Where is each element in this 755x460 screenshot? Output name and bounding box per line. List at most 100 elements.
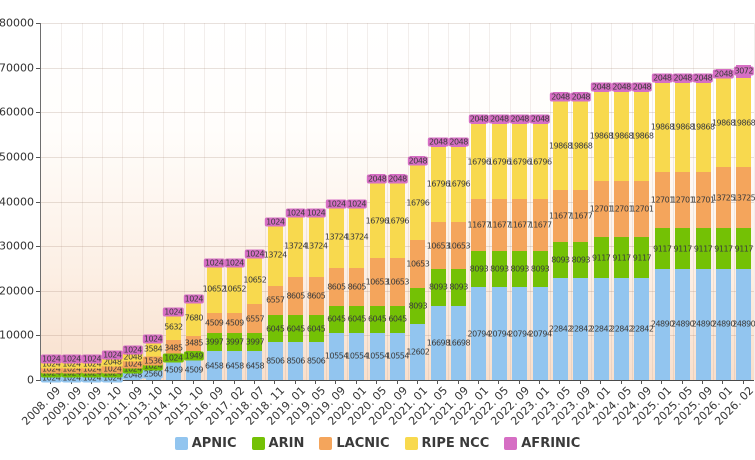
- x-axis-tick: [722, 380, 724, 384]
- bar-segment-arin: [206, 333, 222, 352]
- segment-value-label: 8605: [286, 291, 305, 301]
- segment-value-label: 2048: [428, 137, 449, 147]
- segment-value-label: 7680: [184, 313, 204, 323]
- vertical-gridline: [591, 23, 593, 380]
- segment-value-label: 3485: [164, 343, 183, 353]
- segment-value-label: 11677: [528, 220, 552, 230]
- vertical-gridline: [529, 23, 531, 380]
- vertical-gridline: [713, 23, 715, 380]
- y-axis-tick-label: 80000: [0, 16, 34, 30]
- bar-segment-apnic: [634, 278, 650, 380]
- segment-value-label: 12701: [630, 204, 654, 214]
- y-axis-tick: [36, 290, 40, 292]
- bar-segment-lacnic: [390, 258, 405, 306]
- segment-value-label: 4509: [164, 365, 183, 375]
- segment-value-label: 2048: [122, 352, 143, 362]
- segment-value-label: 8605: [327, 282, 346, 292]
- bar-segment-apnic: [390, 332, 405, 380]
- vertical-gridline: [81, 23, 83, 380]
- segment-value-label: 8093: [510, 264, 530, 274]
- bar-segment-lacnic: [369, 258, 385, 306]
- bar-segment-arin: [532, 251, 548, 288]
- vertical-gridline: [428, 23, 430, 380]
- segment-value-label: 9117: [632, 253, 652, 263]
- segment-value-label: 24890: [671, 319, 695, 329]
- legend-swatch-icon: [504, 437, 518, 450]
- segment-value-label: 2048: [122, 370, 143, 380]
- segment-value-label: 13724: [345, 232, 369, 242]
- segment-value-label: 1024: [142, 334, 164, 344]
- bar-segment-ripe-ncc: [328, 206, 344, 268]
- segment-value-label: 3584: [143, 344, 163, 354]
- vertical-gridline: [509, 23, 511, 380]
- horizontal-gridline: [41, 112, 754, 114]
- bar-segment-lacnic: [328, 267, 344, 306]
- segment-value-label: 10652: [223, 284, 246, 294]
- segment-value-label: 8093: [449, 282, 468, 292]
- segment-value-label: 3072: [733, 66, 754, 76]
- segment-value-label: 1024: [224, 258, 245, 268]
- bar-segment-lacnic: [593, 180, 609, 238]
- bar-segment-ripe-ncc: [145, 341, 161, 358]
- vertical-gridline: [387, 23, 389, 380]
- y-axis-tick-label: 50000: [0, 150, 34, 164]
- segment-value-label: 2048: [489, 114, 510, 124]
- segment-value-label: 2048: [631, 82, 653, 92]
- segment-value-label: 22842: [630, 324, 654, 334]
- segment-value-label: 6557: [266, 295, 285, 305]
- segment-value-label: 1024: [122, 364, 143, 374]
- segment-value-label: 4509: [204, 318, 224, 328]
- x-axis-tick: [274, 380, 276, 384]
- bar-segment-arin: [288, 315, 304, 343]
- bar-segment-arin: [552, 241, 568, 279]
- segment-value-label: 10653: [447, 241, 471, 251]
- segment-value-label: 11677: [548, 211, 572, 221]
- segment-value-label: 19868: [630, 131, 654, 141]
- segment-value-label: 9117: [714, 244, 733, 254]
- bar-segment-ripe-ncc: [512, 124, 528, 199]
- horizontal-gridline: [41, 67, 754, 69]
- y-axis-tick-label: 70000: [0, 61, 34, 75]
- x-axis-tick: [213, 380, 215, 384]
- segment-value-label: 1024: [41, 364, 62, 374]
- x-axis-tick: [539, 380, 541, 384]
- bar-segment-ripe-ncc: [491, 124, 507, 199]
- bar-segment-arin: [491, 251, 507, 288]
- bar-segment-apnic: [328, 332, 344, 380]
- bar-segment-arin: [390, 305, 405, 333]
- segment-value-label: 1024: [41, 354, 62, 364]
- vertical-gridline: [142, 23, 144, 380]
- bar-segment-ripe-ncc: [267, 224, 283, 286]
- bar-segment-lacnic: [410, 240, 426, 288]
- segment-value-label: 8605: [306, 291, 326, 301]
- segment-value-label: 1024: [122, 359, 143, 369]
- bar-segment-arin: [634, 237, 650, 279]
- segment-value-label: 12701: [650, 195, 674, 205]
- x-axis-tick: [579, 380, 581, 384]
- segment-value-label: 9117: [693, 244, 713, 254]
- segment-value-label: 1024: [41, 359, 62, 369]
- legend-item-afrinic: AFRINIC: [504, 436, 580, 451]
- bar-segment-arin: [614, 237, 630, 279]
- segment-value-label: 1024: [41, 373, 62, 383]
- segment-value-label: 19868: [732, 118, 755, 128]
- segment-value-label: 2560: [142, 369, 164, 379]
- bar-segment-apnic: [593, 278, 609, 380]
- segment-value-label: 1024: [265, 217, 286, 227]
- segment-value-label: 1024: [81, 368, 103, 378]
- segment-value-label: 1024: [346, 199, 367, 209]
- bar-segment-ripe-ncc: [349, 206, 365, 268]
- segment-value-label: 10653: [406, 259, 430, 269]
- segment-value-label: 2048: [713, 69, 734, 79]
- segment-value-label: 10652: [243, 275, 267, 285]
- x-axis-tick: [253, 380, 255, 384]
- bar-segment-apnic: [675, 268, 691, 380]
- segment-value-label: 1024: [41, 368, 62, 378]
- segment-value-label: 20794: [487, 329, 511, 339]
- y-axis-tick-label: 10000: [0, 328, 34, 342]
- x-axis-tick: [172, 380, 174, 384]
- segment-value-label: 10653: [386, 277, 409, 287]
- segment-value-label: 2048: [366, 174, 388, 184]
- segment-value-label: 20794: [467, 329, 491, 339]
- segment-value-label: 22842: [610, 324, 634, 334]
